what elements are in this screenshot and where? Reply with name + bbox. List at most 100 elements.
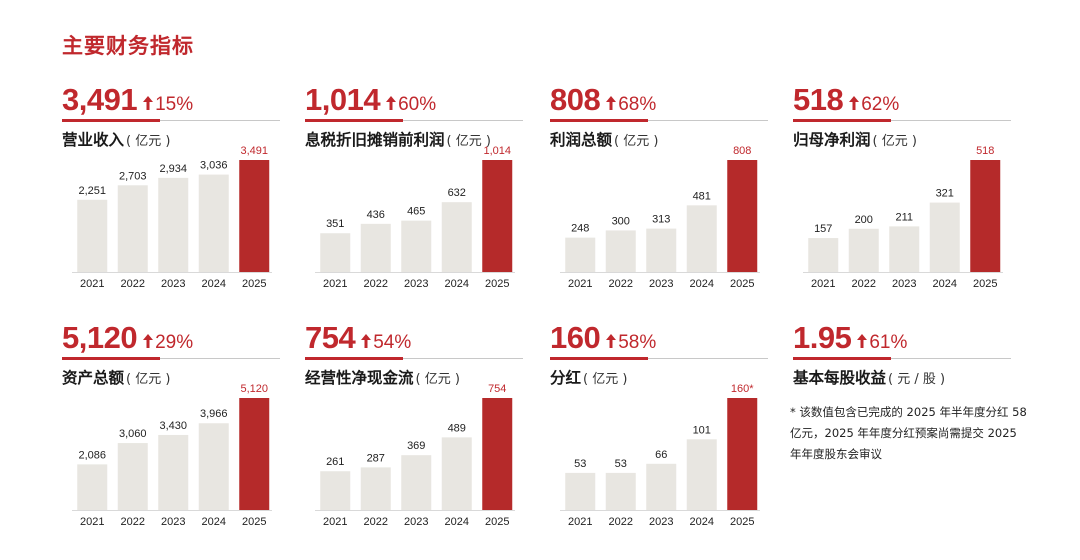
kpi-header: 5,120 29%: [62, 320, 193, 356]
bar-2021: [565, 472, 596, 510]
kpi-growth: 15%: [155, 94, 194, 115]
kpi-header: 808 68%: [550, 82, 656, 118]
kpi-header: 518 62%: [793, 82, 899, 118]
data-label: 2,703: [119, 170, 147, 182]
bar-chart: 157 2021 200 2022 211 2023 321 2024 518 2025: [803, 145, 1003, 290]
x-tick-label: 2025: [973, 278, 997, 290]
x-tick-label: 2022: [121, 516, 145, 528]
data-label: 248: [571, 223, 589, 235]
x-tick-label: 2024: [690, 516, 714, 528]
data-label: 300: [612, 215, 630, 227]
accent-divider: [793, 119, 891, 122]
panel-dividend: 160 58% 分红( 亿元 ) 53 2021 53 2022 66 2023 101 202…: [550, 320, 768, 560]
divider: [550, 358, 768, 359]
bar-2023: [158, 434, 189, 510]
bar-chart: 2,086 2021 3,060 2022 3,430 2023 3,966 2024 5,12…: [72, 383, 272, 528]
x-tick-label: 2025: [485, 278, 509, 290]
bar-2023: [889, 226, 920, 272]
up-arrow-icon: [606, 334, 617, 348]
metric-unit: ( 亿元 ): [126, 134, 171, 149]
bar-2025: [239, 398, 270, 510]
metric-unit: ( 亿元 ): [583, 372, 628, 387]
x-tick-label: 2025: [730, 278, 754, 290]
data-label: 53: [574, 458, 586, 470]
kpi-growth: 62%: [861, 94, 900, 115]
accent-divider: [550, 357, 648, 360]
metric-label: 息税折旧摊销前利润( 亿元 ): [305, 131, 491, 149]
data-label: 313: [652, 214, 670, 226]
data-label: 101: [693, 424, 711, 436]
kpi-value: 808: [550, 82, 601, 117]
data-label: 489: [448, 422, 466, 434]
bar-2025: [239, 160, 270, 272]
x-tick-label: 2021: [80, 278, 104, 290]
data-label: 632: [448, 187, 466, 199]
x-tick-label: 2025: [730, 516, 754, 528]
kpi-growth: 29%: [155, 332, 194, 353]
divider: [62, 358, 280, 359]
panel-total-assets: 5,120 29% 资产总额( 亿元 ) 2,086 2021 3,060 2022 3,…: [62, 320, 280, 560]
panel-ebitda: 1,014 60% 息税折旧摊销前利润( 亿元 ) 351 2021 436 2022 4…: [305, 82, 523, 322]
metric-unit: ( 元 / 股 ): [888, 372, 946, 387]
bar-2021: [77, 464, 108, 510]
data-label: 2,934: [159, 163, 187, 175]
up-arrow-icon: [606, 96, 617, 110]
kpi-value: 160: [550, 320, 601, 355]
accent-divider: [62, 357, 160, 360]
metric-label: 分红( 亿元 ): [550, 369, 628, 387]
bar-2024: [686, 205, 717, 272]
x-tick-label: 2022: [609, 516, 633, 528]
divider: [305, 120, 523, 121]
data-label: 3,036: [200, 160, 228, 172]
divider: [62, 120, 280, 121]
x-tick-label: 2021: [80, 516, 104, 528]
x-tick-label: 2025: [242, 278, 266, 290]
up-arrow-icon: [849, 96, 860, 110]
x-tick-label: 2022: [609, 278, 633, 290]
kpi-value: 1.95: [793, 320, 852, 355]
bar-chart: 248 2021 300 2022 313 2023 481 2024 808 2025: [560, 145, 760, 290]
x-tick-label: 2024: [445, 278, 469, 290]
up-arrow-icon: [857, 334, 868, 348]
x-tick-label: 2025: [242, 516, 266, 528]
x-tick-label: 2021: [811, 278, 835, 290]
x-tick-label: 2024: [202, 516, 226, 528]
panel-revenue: 3,491 15% 营业收入( 亿元 ) 2,251 2021 2,703 2022 2,…: [62, 82, 280, 322]
panel-total-profit: 808 68% 利润总额( 亿元 ) 248 2021 300 2022 313 2023 4…: [550, 82, 768, 322]
data-label: 351: [326, 218, 344, 230]
bar-chart: 53 2021 53 2022 66 2023 101 2024 160* 2025: [560, 383, 760, 528]
x-tick-label: 2021: [568, 278, 592, 290]
x-tick-label: 2024: [933, 278, 957, 290]
metric-unit: ( 亿元 ): [126, 372, 171, 387]
data-label: 53: [615, 458, 627, 470]
x-tick-label: 2023: [892, 278, 916, 290]
bar-2025: [970, 160, 1001, 272]
x-tick-label: 2023: [649, 278, 673, 290]
panel-eps: 1.95 61% 基本每股收益( 元 / 股 ): [793, 320, 1011, 560]
metric-unit: ( 亿元 ): [446, 134, 491, 149]
data-label: 3,491: [240, 145, 268, 157]
data-label: 3,966: [200, 408, 228, 420]
panel-operating-cash-flow: 754 54% 经营性净现金流( 亿元 ) 261 2021 287 2022 369 20…: [305, 320, 523, 560]
x-tick-label: 2022: [364, 516, 388, 528]
bar-2022: [848, 228, 879, 272]
metric-label: 资产总额( 亿元 ): [62, 369, 171, 387]
bar-2024: [198, 423, 229, 510]
bar-2025: [482, 398, 513, 510]
x-tick-label: 2025: [485, 516, 509, 528]
divider: [793, 120, 1011, 121]
bar-2021: [320, 233, 351, 272]
up-arrow-icon: [386, 96, 397, 110]
data-label: 5,120: [240, 383, 268, 395]
data-label: 321: [936, 188, 954, 200]
bar-2024: [686, 439, 717, 510]
accent-divider: [793, 357, 891, 360]
bar-2022: [605, 230, 636, 272]
data-label: 287: [367, 452, 385, 464]
footnote: * 该数值包含已完成的 2025 年半年度分红 58 亿元，2025 年年度分红…: [790, 405, 1027, 461]
data-label: 436: [367, 209, 385, 221]
kpi-header: 1.95 61%: [793, 320, 907, 356]
bar-2022: [360, 223, 391, 272]
x-tick-label: 2021: [568, 516, 592, 528]
x-tick-label: 2021: [323, 516, 347, 528]
